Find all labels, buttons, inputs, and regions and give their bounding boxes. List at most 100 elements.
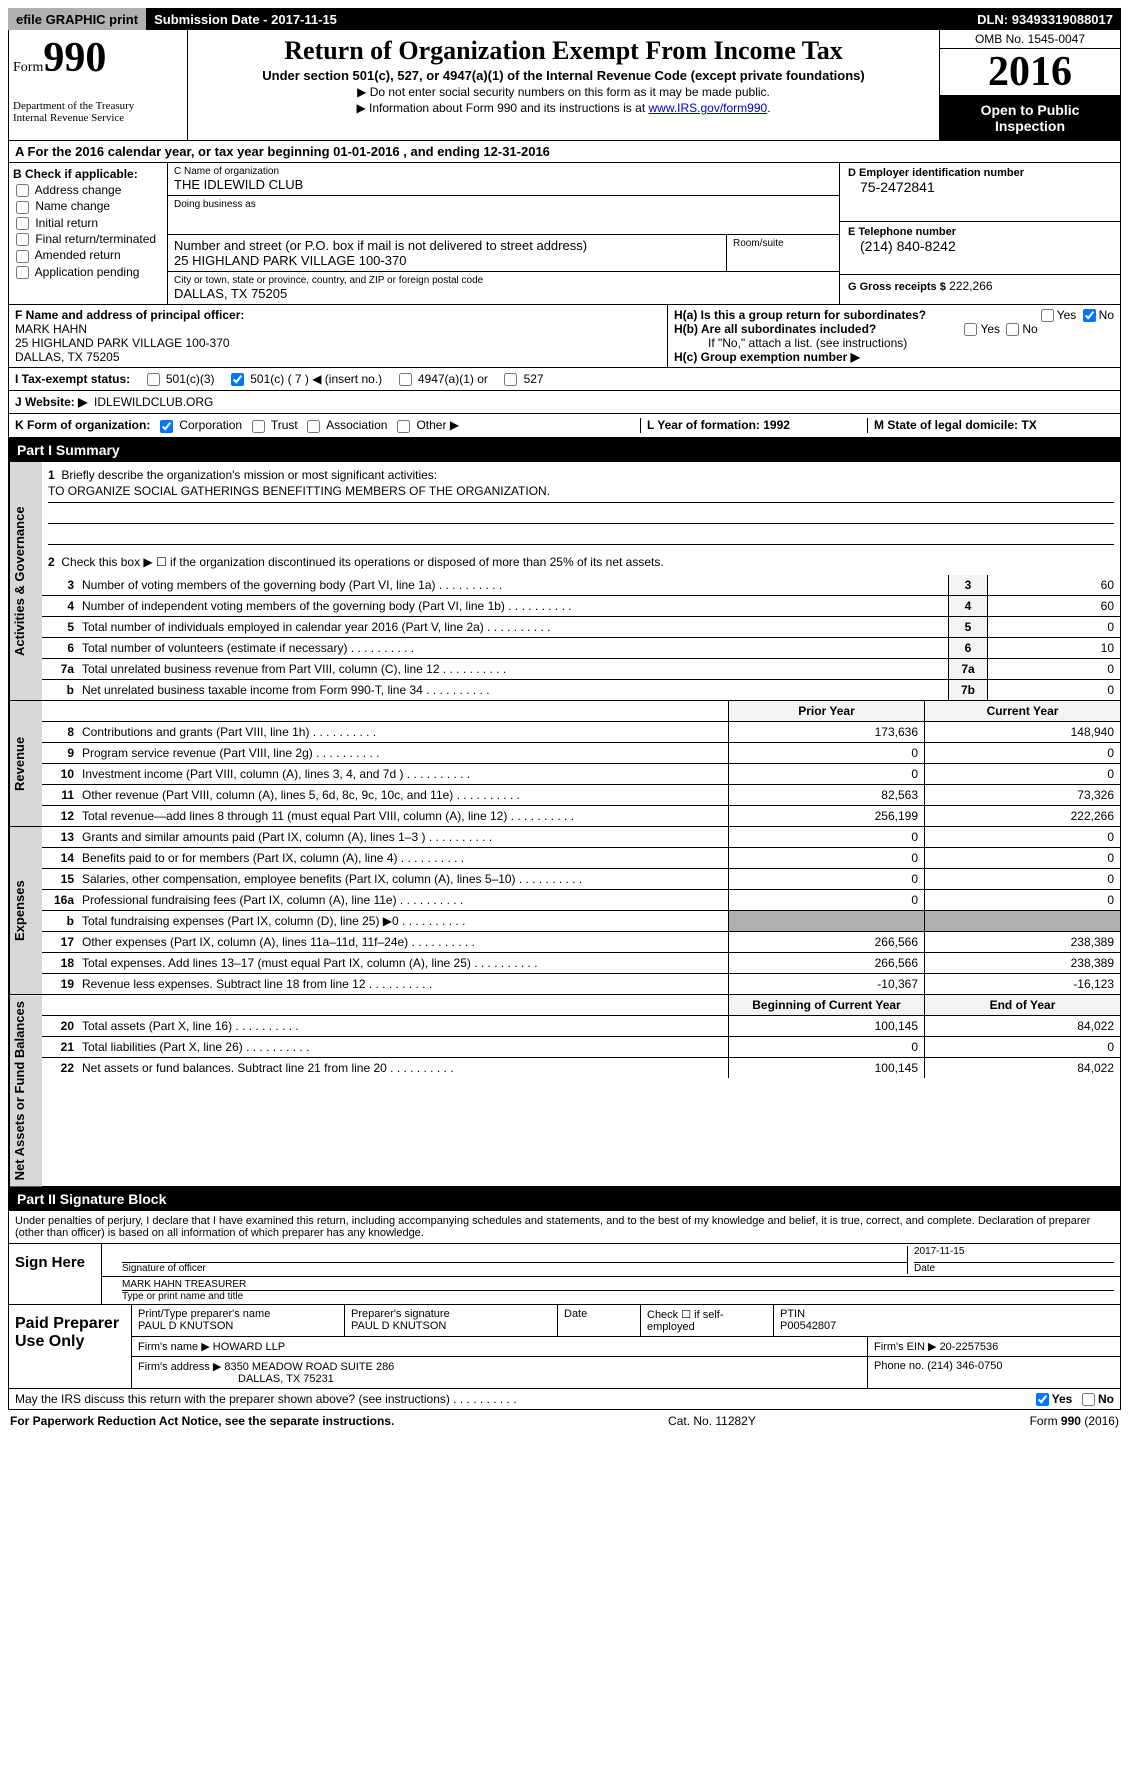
line-19: 19 Revenue less expenses. Subtract line … [42, 974, 1120, 994]
sig-officer-label: Signature of officer [122, 1263, 907, 1274]
line-12: 12 Total revenue—add lines 8 through 11 … [42, 806, 1120, 826]
omb-number: OMB No. 1545-0047 [940, 30, 1120, 49]
tax-year: 2016 [940, 49, 1120, 96]
org-name-cell: C Name of organization THE IDLEWILD CLUB [168, 163, 839, 196]
line-7a: 7a Total unrelated business revenue from… [42, 659, 1120, 680]
line-13: 13 Grants and similar amounts paid (Part… [42, 827, 1120, 848]
telephone-cell: E Telephone number (214) 840-8242 [840, 222, 1120, 275]
cb-527[interactable] [504, 373, 517, 386]
mission-text: TO ORGANIZE SOCIAL GATHERINGS BENEFITTIN… [48, 482, 1114, 503]
col-end-year: End of Year [924, 995, 1120, 1015]
form-header: Form990 Department of the Treasury Inter… [8, 30, 1121, 141]
part1-header: Part I Summary [8, 438, 1121, 462]
cb-final-return[interactable]: Final return/terminated [13, 232, 163, 246]
info-link-line: ▶ Information about Form 990 and its ins… [198, 101, 929, 115]
line-16a: 16a Professional fundraising fees (Part … [42, 890, 1120, 911]
firm-ein: 20-2257536 [940, 1341, 999, 1353]
vtab-revenue: Revenue [9, 701, 42, 826]
firm-name: HOWARD LLP [213, 1341, 285, 1353]
line-b: b Net unrelated business taxable income … [42, 680, 1120, 700]
year-formation: L Year of formation: 1992 [640, 418, 867, 432]
firm-address: 8350 MEADOW ROAD SUITE 286 [224, 1361, 394, 1373]
cat-number: Cat. No. 11282Y [668, 1414, 756, 1428]
preparer-signature: PAUL D KNUTSON [351, 1320, 551, 1332]
cb-corporation[interactable] [160, 420, 173, 433]
firm-phone: (214) 346-0750 [927, 1360, 1002, 1372]
efile-badge: efile GRAPHIC print [8, 8, 146, 30]
line-5: 5 Total number of individuals employed i… [42, 617, 1120, 638]
preparer-name: PAUL D KNUTSON [138, 1320, 338, 1332]
line-21: 21 Total liabilities (Part X, line 26) 0… [42, 1037, 1120, 1058]
officer-name-title: MARK HAHN TREASURER [122, 1279, 1114, 1291]
dept-treasury: Department of the Treasury [13, 100, 183, 112]
cb-501c3[interactable] [147, 373, 160, 386]
cb-amended-return[interactable]: Amended return [13, 248, 163, 262]
cb-ha-no[interactable] [1083, 309, 1096, 322]
state-domicile: M State of legal domicile: TX [867, 418, 1114, 432]
line-20: 20 Total assets (Part X, line 16) 100,14… [42, 1016, 1120, 1037]
website-row: J Website: ▶ IDLEWILDCLUB.ORG [8, 391, 1121, 414]
line-11: 11 Other revenue (Part VIII, column (A),… [42, 785, 1120, 806]
line-22: 22 Net assets or fund balances. Subtract… [42, 1058, 1120, 1078]
irs-link[interactable]: www.IRS.gov/form990 [648, 101, 767, 115]
dln: DLN: 93493319088017 [969, 10, 1121, 29]
line-6: 6 Total number of volunteers (estimate i… [42, 638, 1120, 659]
line-18: 18 Total expenses. Add lines 13–17 (must… [42, 953, 1120, 974]
name-title-label: Type or print name and title [122, 1291, 1114, 1302]
vtab-governance: Activities & Governance [9, 462, 42, 700]
principal-officer: F Name and address of principal officer:… [9, 305, 668, 367]
line-b: b Total fundraising expenses (Part IX, c… [42, 911, 1120, 932]
top-bar: efile GRAPHIC print Submission Date - 20… [8, 8, 1121, 30]
col-begin-year: Beginning of Current Year [728, 995, 924, 1015]
line-14: 14 Benefits paid to or for members (Part… [42, 848, 1120, 869]
col-current-year: Current Year [924, 701, 1120, 721]
form-title: Return of Organization Exempt From Incom… [198, 36, 929, 66]
line-9: 9 Program service revenue (Part VIII, li… [42, 743, 1120, 764]
form-subtitle: Under section 501(c), 527, or 4947(a)(1)… [198, 68, 929, 83]
room-cell: Room/suite [727, 235, 839, 271]
dba-cell: Doing business as [168, 196, 839, 235]
ein-cell: D Employer identification number 75-2472… [840, 163, 1120, 222]
vtab-net-assets: Net Assets or Fund Balances [9, 995, 42, 1186]
line-10: 10 Investment income (Part VIII, column … [42, 764, 1120, 785]
cb-address-change[interactable]: Address change [13, 183, 163, 197]
cb-other[interactable] [397, 420, 410, 433]
line-4: 4 Number of independent voting members o… [42, 596, 1120, 617]
gross-receipts-cell: G Gross receipts $ 222,266 [840, 275, 1120, 297]
cb-hb-no[interactable] [1006, 323, 1019, 336]
cb-ha-yes[interactable] [1041, 309, 1054, 322]
ptin: P00542807 [780, 1320, 1114, 1332]
self-employed-check[interactable]: Check ☐ if self-employed [641, 1305, 774, 1336]
form-org-row: K Form of organization: Corporation Trus… [8, 414, 1121, 437]
line1-label: Briefly describe the organization's miss… [61, 468, 437, 482]
section-b-checkboxes: B Check if applicable: Address change Na… [9, 163, 168, 304]
cb-discuss-yes[interactable] [1036, 1393, 1049, 1406]
line-8: 8 Contributions and grants (Part VIII, l… [42, 722, 1120, 743]
cb-association[interactable] [307, 420, 320, 433]
tax-exempt-status: I Tax-exempt status: 501(c)(3) 501(c) ( … [8, 368, 1121, 391]
form-number: Form990 [13, 34, 183, 82]
line2-text: Check this box ▶ ☐ if the organization d… [61, 555, 663, 569]
cb-initial-return[interactable]: Initial return [13, 216, 163, 230]
dept-irs: Internal Revenue Service [13, 112, 183, 124]
paid-preparer-label: Paid Preparer Use Only [9, 1305, 132, 1388]
line-3: 3 Number of voting members of the govern… [42, 575, 1120, 596]
section-a-tax-year: A For the 2016 calendar year, or tax yea… [8, 141, 1121, 163]
cb-application-pending[interactable]: Application pending [13, 265, 163, 279]
sig-date: 2017-11-15 [914, 1246, 1114, 1263]
city-cell: City or town, state or province, country… [168, 272, 839, 304]
street-cell: Number and street (or P.O. box if mail i… [168, 235, 727, 271]
cb-name-change[interactable]: Name change [13, 199, 163, 213]
perjury-statement: Under penalties of perjury, I declare th… [9, 1211, 1120, 1244]
discuss-preparer-row: May the IRS discuss this return with the… [8, 1389, 1121, 1410]
cb-501c[interactable] [231, 373, 244, 386]
form-footer: Form 990 (2016) [1030, 1414, 1119, 1428]
cb-4947[interactable] [399, 373, 412, 386]
col-prior-year: Prior Year [728, 701, 924, 721]
paperwork-notice: For Paperwork Reduction Act Notice, see … [10, 1414, 394, 1428]
line-17: 17 Other expenses (Part IX, column (A), … [42, 932, 1120, 953]
line-15: 15 Salaries, other compensation, employe… [42, 869, 1120, 890]
cb-trust[interactable] [252, 420, 265, 433]
cb-discuss-no[interactable] [1082, 1393, 1095, 1406]
cb-hb-yes[interactable] [964, 323, 977, 336]
